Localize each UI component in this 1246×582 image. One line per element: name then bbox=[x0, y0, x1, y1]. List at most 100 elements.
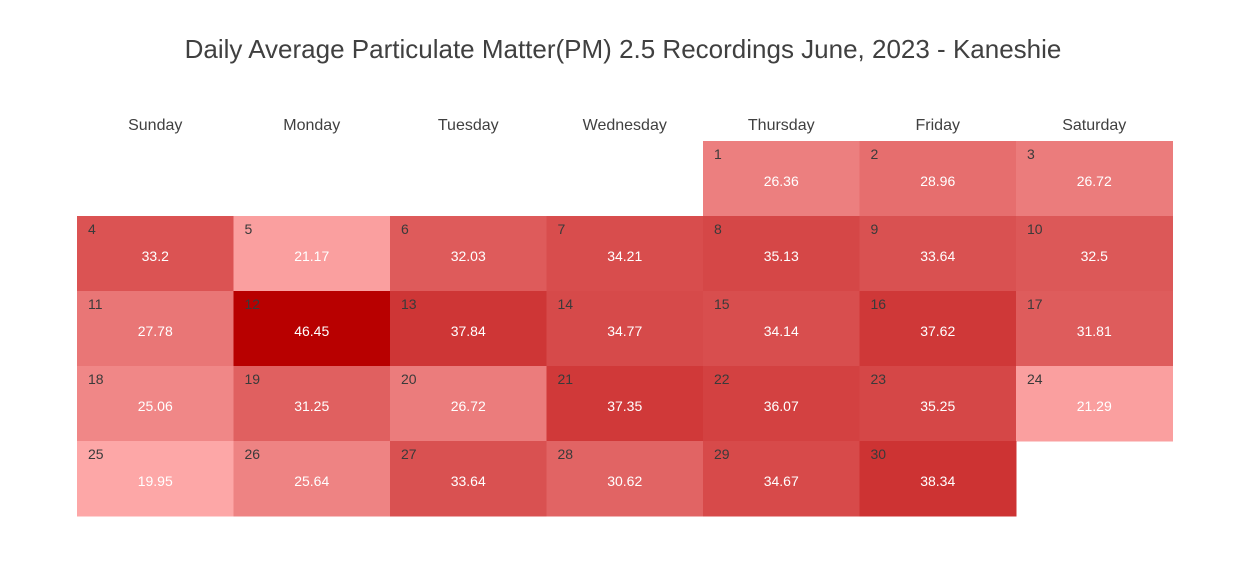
pm25-value-label: 26.72 bbox=[1077, 173, 1112, 189]
pm25-value-label: 28.96 bbox=[920, 173, 955, 189]
heat-cell-day-25 bbox=[77, 441, 234, 517]
day-number-label: 8 bbox=[714, 221, 722, 237]
calendar-day-cell: 632.03 bbox=[390, 216, 547, 292]
heat-cell-day-3 bbox=[1016, 141, 1173, 217]
heat-cell-day-1 bbox=[703, 141, 860, 217]
pm25-value-label: 35.13 bbox=[764, 248, 799, 264]
day-number-label: 14 bbox=[558, 296, 574, 312]
calendar-day-cell: 14 34.77 bbox=[546, 291, 704, 367]
heat-cell-day-11 bbox=[77, 291, 234, 367]
calendar-day-cell: 126.36 bbox=[703, 141, 860, 217]
day-number-label: 3 bbox=[1027, 146, 1035, 162]
weekday-header-row: Sunday Monday Tuesday Wednesday Thursday Frid… bbox=[128, 117, 1126, 134]
pm25-value-label: 31.25 bbox=[294, 398, 329, 414]
calendar-day-cell: 25 19.95 bbox=[77, 441, 234, 517]
heat-cell-day-16 bbox=[859, 291, 1017, 367]
calendar-day-cell: 521.17 bbox=[233, 216, 391, 292]
day-number-label: 19 bbox=[245, 371, 261, 387]
calendar-day-cell: 23 35.25 bbox=[859, 366, 1017, 442]
calendar-day-cell: 10 32.5 bbox=[1016, 216, 1173, 292]
day-number-label: 6 bbox=[401, 221, 409, 237]
heat-cell-day-12 bbox=[233, 291, 391, 367]
heat-cell-day-28 bbox=[546, 441, 704, 517]
pm25-value-label: 34.67 bbox=[764, 473, 799, 489]
weekday-label-tuesday: Tuesday bbox=[438, 117, 499, 134]
heat-cell-day-6 bbox=[390, 216, 547, 292]
chart-title: Daily Average Particulate Matter(PM) 2.5… bbox=[185, 34, 1062, 64]
heat-cell-day-15 bbox=[703, 291, 860, 367]
day-number-label: 2 bbox=[871, 146, 879, 162]
calendar-day-cell: 24 21.29 bbox=[1016, 366, 1173, 442]
weekday-label-friday: Friday bbox=[916, 117, 960, 134]
pm25-value-label: 37.62 bbox=[920, 323, 955, 339]
heat-cell-day-29 bbox=[703, 441, 860, 517]
weekday-label-monday: Monday bbox=[283, 117, 340, 134]
pm25-value-label: 26.36 bbox=[764, 173, 799, 189]
day-number-label: 10 bbox=[1027, 221, 1043, 237]
heat-cell-day-2 bbox=[859, 141, 1017, 217]
day-number-label: 27 bbox=[401, 446, 417, 462]
heat-cell-day-23 bbox=[859, 366, 1017, 442]
calendar-day-cell: 12 46.45 bbox=[233, 291, 391, 367]
day-number-label: 12 bbox=[245, 296, 261, 312]
heat-cell-day-10 bbox=[1016, 216, 1173, 292]
heat-cell-day-5 bbox=[233, 216, 391, 292]
calendar-day-cell: 15 34.14 bbox=[703, 291, 860, 367]
day-number-label: 1 bbox=[714, 146, 722, 162]
heat-cell-day-24 bbox=[1016, 366, 1173, 442]
day-number-label: 30 bbox=[871, 446, 887, 462]
pm25-value-label: 19.95 bbox=[138, 473, 173, 489]
calendar-day-cell: 29 34.67 bbox=[703, 441, 860, 517]
pm25-value-label: 34.21 bbox=[607, 248, 642, 264]
weekday-label-wednesday: Wednesday bbox=[583, 117, 667, 134]
day-number-label: 23 bbox=[871, 371, 887, 387]
calendar-day-cell: 26 25.64 bbox=[233, 441, 391, 517]
day-number-label: 16 bbox=[871, 296, 887, 312]
day-number-label: 17 bbox=[1027, 296, 1043, 312]
day-number-label: 13 bbox=[401, 296, 417, 312]
day-number-label: 26 bbox=[245, 446, 261, 462]
pm25-value-label: 37.84 bbox=[451, 323, 486, 339]
pm25-value-label: 34.77 bbox=[607, 323, 642, 339]
pm25-value-label: 36.07 bbox=[764, 398, 799, 414]
day-number-label: 15 bbox=[714, 296, 730, 312]
calendar-day-cell: 30 38.34 bbox=[859, 441, 1017, 517]
pm25-value-label: 46.45 bbox=[294, 323, 329, 339]
day-number-label: 22 bbox=[714, 371, 730, 387]
pm25-value-label: 21.29 bbox=[1077, 398, 1112, 414]
heat-cell-day-14 bbox=[546, 291, 704, 367]
pm25-value-label: 33.2 bbox=[142, 248, 169, 264]
pm25-value-label: 38.34 bbox=[920, 473, 955, 489]
calendar-day-cell: 433.2 bbox=[77, 216, 234, 292]
day-number-label: 28 bbox=[558, 446, 574, 462]
pm25-value-label: 27.78 bbox=[138, 323, 173, 339]
calendar-day-cell: 28 30.62 bbox=[546, 441, 704, 517]
pm25-value-label: 37.35 bbox=[607, 398, 642, 414]
heat-cell-day-20 bbox=[390, 366, 547, 442]
heat-cell-day-19 bbox=[233, 366, 391, 442]
heat-cell-day-18 bbox=[77, 366, 234, 442]
pm25-value-label: 32.5 bbox=[1081, 248, 1108, 264]
heat-cell-day-27 bbox=[390, 441, 547, 517]
calendar-day-cell: 835.13 bbox=[703, 216, 860, 292]
heat-cell-day-13 bbox=[390, 291, 547, 367]
day-number-label: 21 bbox=[558, 371, 574, 387]
day-number-label: 20 bbox=[401, 371, 417, 387]
calendar-day-cell: 17 31.81 bbox=[1016, 291, 1173, 367]
day-number-label: 24 bbox=[1027, 371, 1043, 387]
day-number-label: 5 bbox=[245, 221, 253, 237]
calendar-cells: 126.36228.96326.72433.2521.17632.03734.2… bbox=[77, 141, 1173, 517]
calendar-day-cell: 11 27.78 bbox=[77, 291, 234, 367]
heat-cell-day-17 bbox=[1016, 291, 1173, 367]
pm25-value-label: 26.72 bbox=[451, 398, 486, 414]
heat-cell-day-8 bbox=[703, 216, 860, 292]
pm25-value-label: 35.25 bbox=[920, 398, 955, 414]
day-number-label: 7 bbox=[558, 221, 566, 237]
weekday-label-thursday: Thursday bbox=[748, 117, 815, 134]
calendar-day-cell: 19 31.25 bbox=[233, 366, 391, 442]
calendar-day-cell: 326.72 bbox=[1016, 141, 1173, 217]
calendar-day-cell: 20 26.72 bbox=[390, 366, 547, 442]
day-number-label: 25 bbox=[88, 446, 104, 462]
heat-cell-day-26 bbox=[233, 441, 391, 517]
